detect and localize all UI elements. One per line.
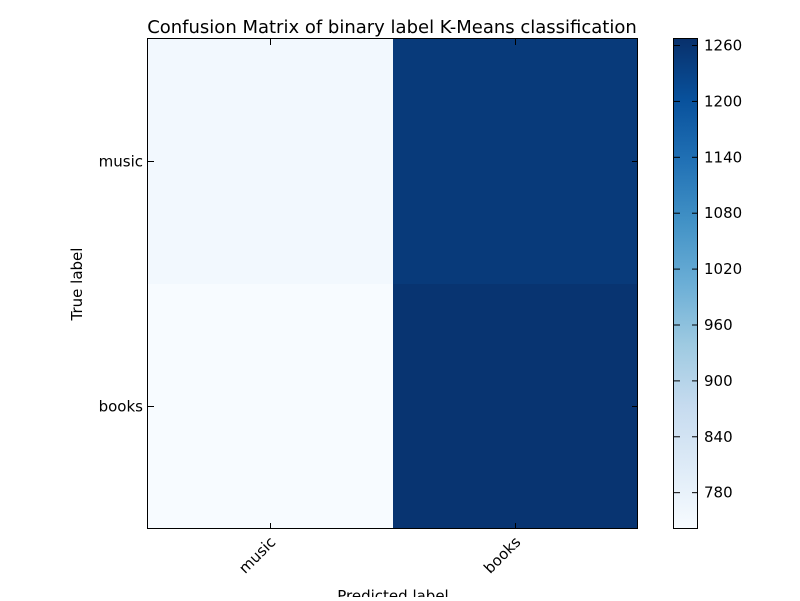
colorbar-tick-label: 780 xyxy=(704,484,733,502)
colorbar-ticks: 780 840 900 960 1020 1080 1140 1200 1260 xyxy=(674,37,742,502)
colorbar-tick-label: 1020 xyxy=(704,260,742,278)
x-axis-label: Predicted label xyxy=(337,587,448,597)
colorbar-tick-label: 900 xyxy=(704,372,733,390)
y-axis-label: True label xyxy=(68,248,86,322)
y-tick-label: music xyxy=(99,153,143,171)
heatmap-cell-music-books xyxy=(393,39,638,284)
colorbar xyxy=(673,38,698,529)
heatmap-cell-books-music xyxy=(148,284,393,529)
colorbar-tick-label: 1260 xyxy=(704,37,742,55)
colorbar-tick-label: 1140 xyxy=(704,148,742,166)
heatmap-cells xyxy=(148,39,638,529)
chart-title: Confusion Matrix of binary label K-Means… xyxy=(147,17,637,38)
colorbar-tick-label: 960 xyxy=(704,316,733,334)
plot-frame xyxy=(147,38,638,529)
heatmap-cell-music-music xyxy=(148,39,393,284)
x-tick-label: books xyxy=(480,533,524,577)
colorbar-tick-label: 1080 xyxy=(704,204,742,222)
y-tick-label: books xyxy=(99,398,144,416)
x-tick-label: music xyxy=(235,533,279,577)
heatmap-cell-books-books xyxy=(393,284,638,529)
colorbar-tick-label: 1200 xyxy=(704,92,742,110)
colorbar-tick-label: 840 xyxy=(704,428,733,446)
